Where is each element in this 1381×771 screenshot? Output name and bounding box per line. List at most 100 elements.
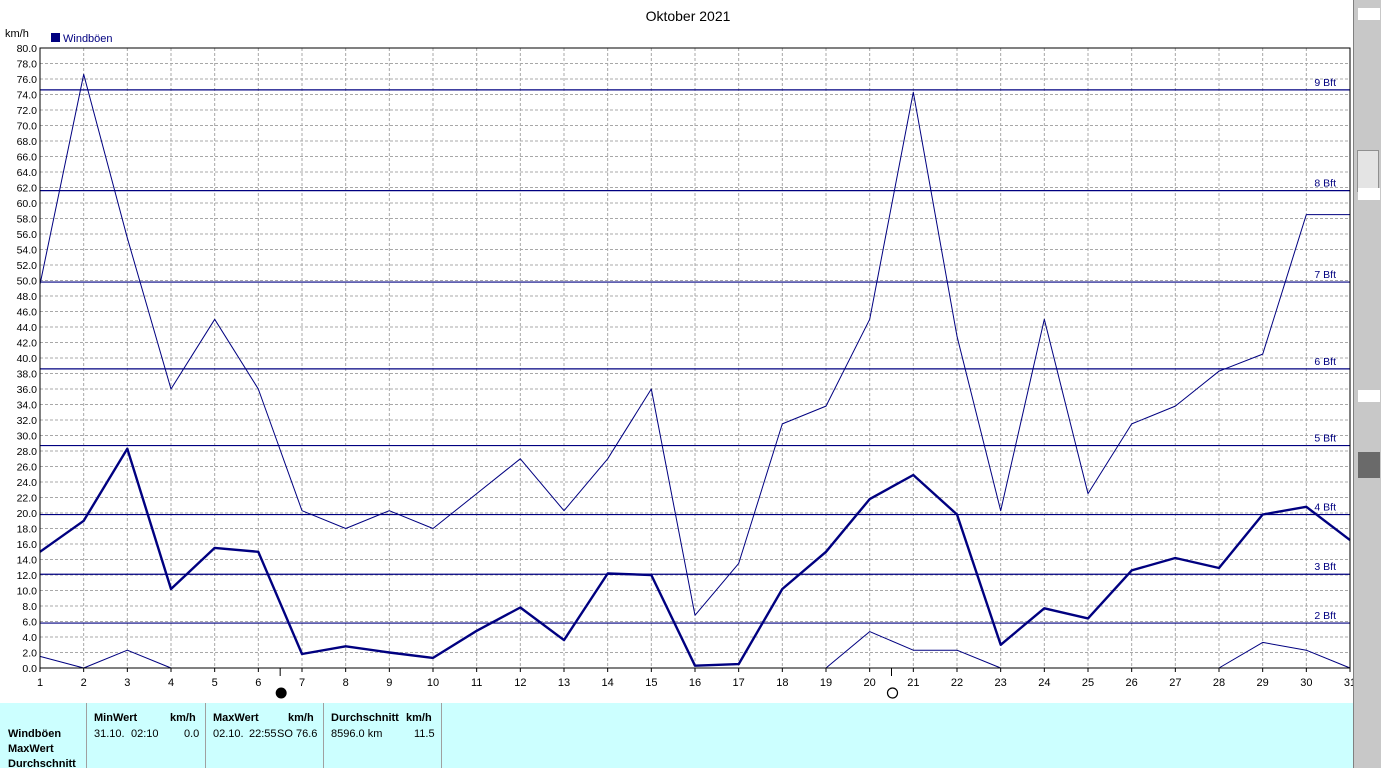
x-tick-label: 14 [602,677,614,689]
bft-label: 8 Bft [1314,178,1336,190]
background-fragment [1358,452,1380,478]
y-tick-label: 68.0 [17,136,38,148]
right-scroll-strip[interactable] [1353,0,1381,768]
row-label-maxwert: MaxWert [8,743,54,755]
y-tick-label: 42.0 [17,338,38,350]
series-line-avg [39,447,1351,667]
x-tick-label: 20 [864,677,876,689]
wind-chart: Oktober 2021 km/h Windböen 2 Bft 3 Bft 4 B… [5,8,1353,699]
x-tick-label: 21 [907,677,919,689]
y-tick-label: 0.0 [22,663,37,675]
legend-swatch [51,33,60,42]
column-divider [205,703,206,768]
bft-label: 4 Bft [1314,502,1336,514]
background-fragment [1358,8,1380,20]
max-value: 76.6 [296,728,318,740]
y-tick-label: 40.0 [17,353,38,365]
x-tick-label: 24 [1038,677,1050,689]
y-tick-label: 72.0 [17,105,38,117]
legend-label: Windböen [63,33,113,45]
y-tick-label: 38.0 [17,369,38,381]
column-divider [441,703,442,768]
y-tick-label: 66.0 [17,152,38,164]
y-tick-label: 6.0 [22,617,37,629]
x-tick-label: 15 [645,677,657,689]
y-tick-label: 52.0 [17,260,38,272]
y-tick-label: 70.0 [17,121,38,133]
max-direction: SO [277,728,293,740]
min-unit: km/h [170,712,196,724]
y-tick-label: 58.0 [17,214,38,226]
y-tick-label: 14.0 [17,555,38,567]
x-tick-label: 11 [471,677,482,689]
y-tick-label: 78.0 [17,59,38,71]
min-value: 0.0 [184,728,200,740]
series-line-min [1218,641,1351,669]
new-moon-icon [275,687,287,699]
y-tick-label: 64.0 [17,167,38,179]
series-line-min [39,649,172,669]
x-tick-label: 30 [1300,677,1312,689]
x-tick-label: 8 [343,677,349,689]
y-tick-label: 16.0 [17,539,38,551]
plot-frame [39,47,1351,669]
y-tick-label: 46.0 [17,307,38,319]
x-tick-label: 6 [255,677,261,689]
row-label-durchschnitt: Durchschnitt [8,758,76,770]
stats-panel: Windböen MaxWert Durchschnitt MinWert km… [0,703,1353,770]
scrollbar-thumb[interactable] [1357,150,1379,192]
x-tick-label: 27 [1169,677,1181,689]
x-tick-label: 17 [733,677,745,689]
min-time: 02:10 [131,728,159,740]
x-tick-label: 13 [558,677,570,689]
bft-label: 6 Bft [1314,356,1336,368]
bft-label: 2 Bft [1314,610,1336,622]
y-tick-label: 28.0 [17,446,38,458]
background-fragment [1358,188,1380,200]
y-tick-label: 50.0 [17,276,38,288]
avg-header: Durchschnitt [331,712,399,724]
max-header: MaxWert [213,712,259,724]
y-tick-label: 4.0 [22,632,37,644]
y-tick-label: 20.0 [17,508,38,520]
min-header: MinWert [94,712,138,724]
y-tick-label: 74.0 [17,90,38,102]
x-tick-label: 16 [689,677,701,689]
x-tick-label: 31 [1344,677,1353,689]
x-tick-label: 19 [820,677,832,689]
y-tick-label: 26.0 [17,462,38,474]
y-tick-label: 24.0 [17,477,38,489]
column-divider [86,703,87,768]
y-tick-label: 44.0 [17,322,38,334]
bft-label: 9 Bft [1314,77,1336,89]
row-label-windboeen: Windböen [8,728,62,740]
y-tick-label: 76.0 [17,74,38,86]
column-divider [323,703,324,768]
x-tick-label: 18 [776,677,788,689]
x-tick-label: 2 [81,677,87,689]
x-tick-label: 22 [951,677,963,689]
x-tick-label: 26 [1126,677,1138,689]
bft-label: 7 Bft [1314,269,1336,281]
y-tick-label: 8.0 [22,601,37,613]
y-tick-label: 30.0 [17,431,38,443]
y-tick-label: 22.0 [17,493,38,505]
bft-label: 5 Bft [1314,433,1336,445]
x-tick-label: 12 [514,677,526,689]
full-moon-icon [886,687,899,699]
x-tick-label: 9 [386,677,392,689]
y-tick-label: 48.0 [17,291,38,303]
y-tick-label: 2.0 [22,648,37,660]
avg-distance: 8596.0 km [331,728,383,740]
avg-unit: km/h [406,712,432,724]
series-line-min [825,631,1001,669]
y-tick-label: 60.0 [17,198,38,210]
y-tick-label: 12.0 [17,570,38,582]
x-tick-label: 4 [168,677,174,689]
avg-value: 11.5 [414,728,435,740]
bft-label: 3 Bft [1314,561,1336,573]
x-tick-label: 5 [212,677,218,689]
y-tick-label: 54.0 [17,245,38,257]
max-time: 22:55 [249,728,277,740]
y-tick-label: 10.0 [17,586,38,598]
